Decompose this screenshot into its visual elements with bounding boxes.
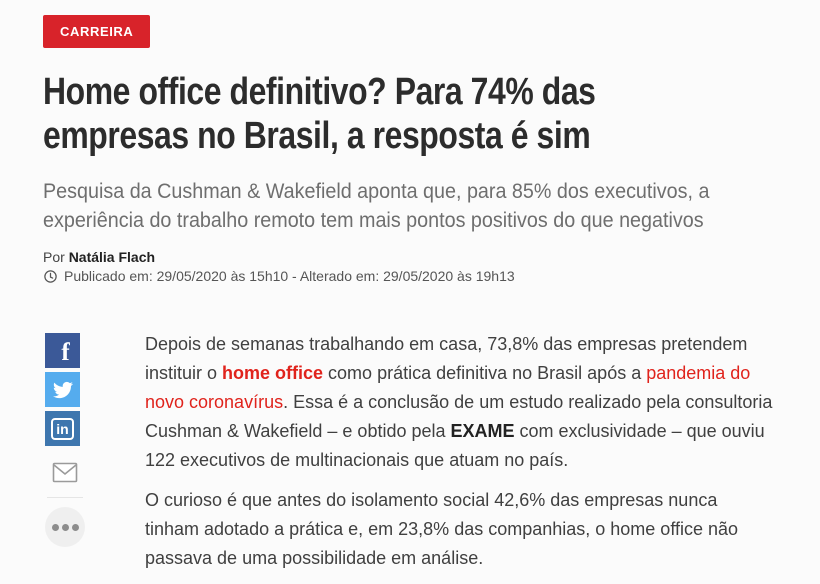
headline-line-2: empresas no Brasil, a resposta é sim <box>43 115 591 157</box>
article-paragraph: O curioso é que antes do isolamento soci… <box>145 486 773 573</box>
share-rail: f in <box>45 333 85 547</box>
linkedin-icon: in <box>51 417 74 440</box>
page-title: Home office definitivo? Para 74% das emp… <box>43 70 701 158</box>
headline-line-1: Home office definitivo? Para 74% das <box>43 71 596 113</box>
rail-divider <box>47 497 83 498</box>
subtitle-line-2: experiência do trabalho remoto tem mais … <box>43 209 704 232</box>
timestamp-row: Publicado em: 29/05/2020 às 15h10 - Alte… <box>43 268 515 284</box>
text-segment: . Essa é a conclusão de um estudo realiz… <box>145 392 773 441</box>
article-paragraph: Depois de semanas trabalhando em casa, 7… <box>145 330 773 475</box>
inline-link[interactable]: home office <box>222 363 324 383</box>
twitter-bird-icon <box>52 380 73 400</box>
clock-icon <box>43 269 58 284</box>
linkedin-share-button[interactable]: in <box>45 411 80 446</box>
text-segment: como prática definitiva no Brasil após a <box>323 363 647 383</box>
category-badge[interactable]: CARREIRA <box>43 15 151 48</box>
email-share-button[interactable] <box>45 456 85 488</box>
article-body: Depois de semanas trabalhando em casa, 7… <box>145 330 773 584</box>
facebook-icon: f <box>61 338 70 366</box>
text-segment: com exclusividade – que ouviu 122 execut… <box>145 421 765 470</box>
facebook-share-button[interactable]: f <box>45 333 80 368</box>
author-link[interactable]: Natália Flach <box>68 249 156 265</box>
byline: Por Natália Flach <box>43 249 155 265</box>
twitter-share-button[interactable] <box>45 372 80 407</box>
subtitle-line-1: Pesquisa da Cushman & Wakefield aponta q… <box>43 180 710 203</box>
envelope-icon <box>52 462 78 483</box>
text-segment: O curioso é que antes do isolamento soci… <box>145 490 739 568</box>
inline-link[interactable]: pandemia do novo coronavírus <box>145 363 751 412</box>
more-share-button[interactable] <box>45 507 85 547</box>
timestamp-text: Publicado em: 29/05/2020 às 15h10 - Alte… <box>64 268 515 284</box>
text-segment: EXAME <box>450 421 515 441</box>
ellipsis-icon <box>61 523 69 531</box>
subtitle: Pesquisa da Cushman & Wakefield aponta q… <box>43 177 752 235</box>
ellipsis-icon <box>71 523 79 531</box>
text-segment: Depois de semanas trabalhando em casa, 7… <box>145 334 748 383</box>
byline-prefix: Por <box>43 249 65 265</box>
ellipsis-icon <box>51 523 59 531</box>
